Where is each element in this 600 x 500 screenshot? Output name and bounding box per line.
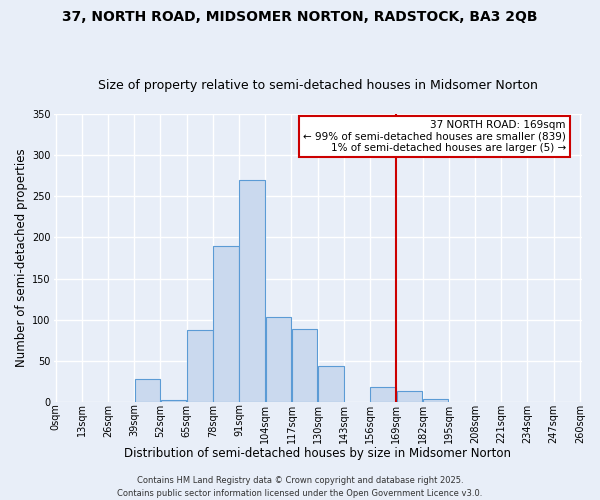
Bar xyxy=(266,318,291,402)
Bar xyxy=(423,399,448,402)
Bar xyxy=(134,379,160,402)
Bar xyxy=(397,392,422,402)
Bar xyxy=(213,246,239,402)
Bar xyxy=(318,366,344,402)
Bar xyxy=(292,329,317,402)
Text: 37 NORTH ROAD: 169sqm
← 99% of semi-detached houses are smaller (839)
1% of semi: 37 NORTH ROAD: 169sqm ← 99% of semi-deta… xyxy=(303,120,566,153)
Text: Contains HM Land Registry data © Crown copyright and database right 2025.
Contai: Contains HM Land Registry data © Crown c… xyxy=(118,476,482,498)
Bar xyxy=(161,400,187,402)
X-axis label: Distribution of semi-detached houses by size in Midsomer Norton: Distribution of semi-detached houses by … xyxy=(124,447,511,460)
Text: 37, NORTH ROAD, MIDSOMER NORTON, RADSTOCK, BA3 2QB: 37, NORTH ROAD, MIDSOMER NORTON, RADSTOC… xyxy=(62,10,538,24)
Bar xyxy=(239,180,265,402)
Y-axis label: Number of semi-detached properties: Number of semi-detached properties xyxy=(15,148,28,368)
Bar xyxy=(370,388,396,402)
Bar xyxy=(187,330,212,402)
Title: Size of property relative to semi-detached houses in Midsomer Norton: Size of property relative to semi-detach… xyxy=(98,79,538,92)
